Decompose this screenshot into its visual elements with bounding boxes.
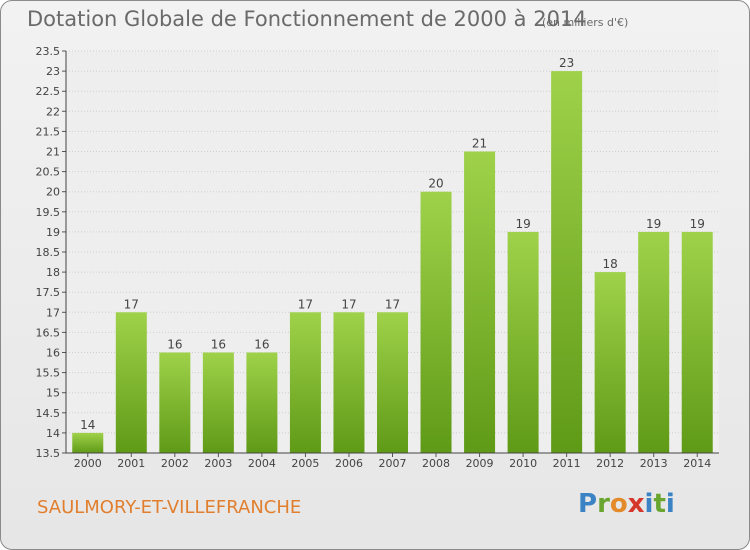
x-tick-label: 2004: [248, 457, 276, 470]
bar-2008[interactable]: [420, 191, 452, 453]
data-label: 20: [428, 177, 443, 191]
logo-letter: o: [609, 489, 628, 519]
y-tick-label: 15.5: [36, 367, 61, 380]
data-label: 16: [254, 338, 269, 352]
data-label: 14: [80, 418, 95, 432]
data-label: 17: [124, 297, 139, 311]
y-tick-label: 21: [46, 146, 60, 159]
y-tick-label: 19: [46, 226, 60, 239]
data-label: 23: [559, 56, 574, 70]
data-label: 19: [690, 217, 705, 231]
commune-name: SAULMORY-ET-VILLEFRANCHE: [37, 497, 302, 518]
logo-letter: i: [644, 489, 654, 519]
data-label: 16: [211, 338, 226, 352]
y-tick-label: 20.5: [36, 166, 61, 179]
logo-letter: i: [665, 489, 675, 519]
y-tick-label: 16: [46, 347, 60, 360]
y-tick-label: 14: [46, 427, 60, 440]
x-tick-label: 2012: [596, 457, 624, 470]
y-tick-label: 22: [46, 105, 60, 118]
bar-2010[interactable]: [507, 231, 539, 453]
x-tick-label: 2007: [379, 457, 407, 470]
x-tick-label: 2002: [161, 457, 189, 470]
data-label: 17: [298, 297, 313, 311]
bar-2005[interactable]: [289, 312, 321, 453]
bar-2012[interactable]: [594, 272, 626, 453]
chart-title: Dotation Globale de Fonctionnement de 20…: [27, 7, 587, 31]
x-tick-label: 2006: [335, 457, 363, 470]
y-tick-label: 22.5: [36, 85, 61, 98]
y-tick-label: 17.5: [36, 286, 61, 299]
x-tick-label: 2010: [509, 457, 537, 470]
x-tick-label: 2014: [683, 457, 711, 470]
proxiti-logo[interactable]: Proxiti: [578, 489, 675, 519]
bar-2011[interactable]: [551, 71, 583, 453]
y-tick-label: 13.5: [36, 447, 61, 460]
data-label: 21: [472, 137, 487, 151]
x-tick-label: 2011: [553, 457, 581, 470]
bar-2000[interactable]: [72, 432, 104, 453]
y-tick-label: 20: [46, 186, 60, 199]
y-tick-label: 18: [46, 266, 60, 279]
y-tick-label: 16.5: [36, 326, 61, 339]
bar-2001[interactable]: [115, 312, 147, 453]
data-label: 18: [603, 257, 618, 271]
bar-2002[interactable]: [159, 352, 191, 454]
y-tick-label: 19.5: [36, 206, 61, 219]
data-label: 17: [385, 297, 400, 311]
x-tick-label: 2009: [466, 457, 494, 470]
y-tick-label: 21.5: [36, 125, 61, 138]
bar-2003[interactable]: [202, 352, 234, 454]
data-label: 19: [646, 217, 661, 231]
y-tick-label: 14.5: [36, 407, 61, 420]
bar-2007[interactable]: [377, 312, 408, 453]
bar-2004[interactable]: [246, 352, 278, 454]
logo-letter: t: [653, 489, 666, 519]
y-tick-label: 18.5: [36, 246, 61, 259]
x-tick-label: 2001: [117, 457, 145, 470]
y-tick-label: 23.5: [36, 45, 61, 58]
y-tick-label: 15: [46, 387, 60, 400]
x-tick-label: 2013: [640, 457, 668, 470]
x-tick-label: 2000: [74, 457, 102, 470]
chart-subtitle: (en milliers d'€): [542, 16, 629, 29]
data-label: 17: [341, 297, 356, 311]
x-tick-label: 2005: [291, 457, 319, 470]
data-label: 16: [167, 338, 182, 352]
data-label: 19: [515, 217, 530, 231]
bar-2006[interactable]: [333, 312, 365, 453]
bar-2014[interactable]: [681, 231, 713, 453]
logo-letter: x: [627, 489, 645, 519]
x-tick-label: 2003: [204, 457, 232, 470]
x-tick-label: 2008: [422, 457, 450, 470]
bar-2013[interactable]: [638, 231, 670, 453]
logo-letter: r: [597, 489, 610, 519]
bar-2009[interactable]: [464, 151, 496, 454]
logo-letter: P: [578, 489, 598, 519]
y-tick-label: 17: [46, 306, 60, 319]
y-tick-label: 23: [46, 65, 60, 78]
